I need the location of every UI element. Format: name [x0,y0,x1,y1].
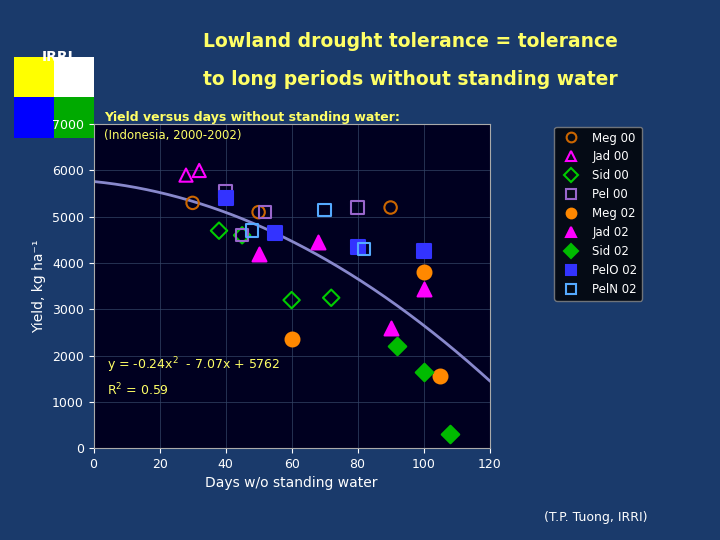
X-axis label: Days w/o standing water: Days w/o standing water [205,476,378,490]
Text: R$^{2}$ = 0.59: R$^{2}$ = 0.59 [107,381,168,398]
Point [269,228,281,237]
Point [319,206,330,214]
Point [236,231,248,240]
Point [418,268,429,276]
Point [259,208,271,217]
Bar [14,57,54,97]
Point [325,293,337,302]
Point [434,372,446,381]
Point [418,368,429,376]
Point [286,296,297,305]
Point [359,245,370,253]
Point [418,247,429,256]
Point [385,323,397,332]
Text: y = -0.24x$^{2}$  - 7.07x + 5762: y = -0.24x$^{2}$ - 7.07x + 5762 [107,356,279,375]
Point [246,226,258,235]
Point [253,249,264,258]
Point [236,231,248,240]
Y-axis label: Yield, kg ha⁻¹: Yield, kg ha⁻¹ [32,239,46,333]
Point [220,187,231,195]
Point [187,199,199,207]
Point [352,242,364,251]
Text: IRRI: IRRI [42,50,74,64]
Point [444,430,456,438]
Point [213,226,225,235]
Bar [14,97,54,138]
Legend: Meg 00, Jad 00, Sid 00, Pel 00, Meg 02, Jad 02, Sid 02, PelO 02, PelN 02: Meg 00, Jad 00, Sid 00, Pel 00, Meg 02, … [554,127,642,301]
Text: (Indonesia, 2000-2002): (Indonesia, 2000-2002) [104,129,242,141]
Point [253,208,264,217]
Point [352,203,364,212]
Point [286,335,297,344]
Point [220,194,231,202]
Bar [54,57,94,97]
Text: (T.P. Tuong, IRRI): (T.P. Tuong, IRRI) [544,511,648,524]
Bar [54,97,94,138]
Text: Lowland drought tolerance = tolerance: Lowland drought tolerance = tolerance [203,32,618,51]
Point [392,342,403,350]
Point [312,238,324,247]
Text: Yield versus days without standing water:: Yield versus days without standing water… [104,111,400,124]
Point [180,171,192,179]
Point [418,284,429,293]
Point [194,166,205,175]
Text: to long periods without standing water: to long periods without standing water [203,70,618,89]
Point [385,203,397,212]
